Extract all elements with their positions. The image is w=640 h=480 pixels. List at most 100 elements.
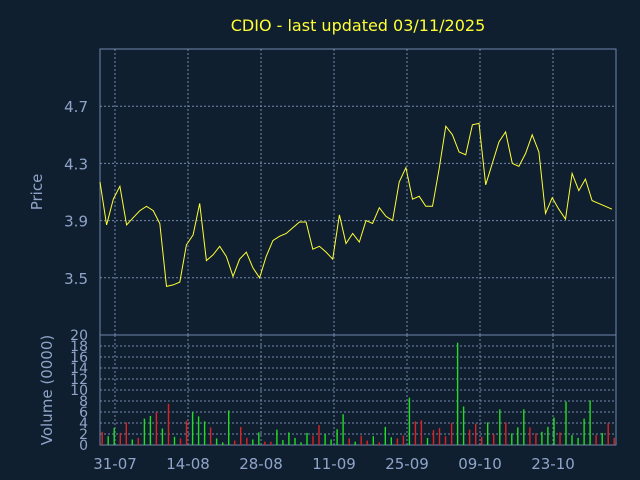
price-grid [100, 49, 616, 335]
price-tick-label: 3.9 [64, 213, 88, 231]
volume-bar [601, 432, 603, 445]
volume-bar [107, 436, 109, 445]
volume-bar [276, 429, 278, 445]
volume-bar [390, 437, 392, 445]
volume-bar [547, 426, 549, 445]
volume-bar [246, 437, 248, 445]
volume-bar [185, 420, 188, 445]
volume-bar [571, 435, 573, 445]
volume-bar [408, 397, 411, 445]
volume-tick-label: 8 [79, 394, 88, 410]
volume-bar [360, 435, 362, 445]
x-axis-ticks: 31-07 14-08 28-08 11-09 25-09 09-10 23-10 [93, 455, 575, 473]
volume-tick-label: 10 [70, 383, 88, 399]
volume-tick-label: 14 [70, 361, 88, 377]
volume-bar [324, 434, 326, 445]
volume-bar [342, 414, 344, 445]
volume-bar [282, 440, 284, 445]
volume-bar [565, 401, 567, 445]
volume-bar [541, 431, 543, 445]
price-tick-label: 3.5 [64, 270, 88, 288]
volume-bar [270, 441, 272, 445]
volume-bar [384, 426, 386, 445]
volume-tick-label: 16 [70, 350, 88, 366]
volume-bar [529, 427, 531, 445]
volume-tick-label: 4 [79, 416, 88, 432]
volume-bar [312, 435, 314, 445]
volume-bar [354, 441, 356, 445]
date-tick-label: 14-08 [166, 455, 210, 473]
volume-bar [577, 437, 579, 445]
volume-bar [191, 412, 194, 445]
price-y-ticks: 3.5 3.9 4.3 4.7 [64, 98, 88, 288]
volume-bar [161, 428, 164, 445]
volume-bar [215, 438, 218, 445]
date-tick-label: 11-09 [312, 455, 356, 473]
volume-bar [583, 418, 585, 445]
volume-bar [468, 429, 471, 445]
volume-grid [100, 335, 616, 445]
volume-bar [209, 427, 212, 445]
volume-bar [264, 441, 266, 445]
date-tick-label: 31-07 [93, 455, 137, 473]
volume-tick-label: 20 [70, 328, 88, 344]
volume-bar [228, 410, 230, 445]
date-tick-label: 23-10 [531, 455, 575, 473]
volume-bar [613, 437, 615, 445]
volume-bar [517, 427, 519, 445]
volume-bar [475, 423, 477, 445]
volume-bar [131, 439, 133, 445]
volume-bar [511, 433, 513, 445]
volume-bar [155, 412, 158, 445]
price-axis-label: Price [28, 174, 46, 211]
volume-bar [505, 422, 507, 445]
volume-bar [222, 442, 224, 446]
volume-bar [119, 432, 121, 445]
volume-bar [432, 430, 435, 445]
volume-bar [523, 409, 525, 446]
volume-bar [462, 406, 465, 445]
volume-bar [252, 439, 254, 445]
volume-bar [203, 421, 206, 445]
volume-bar [167, 403, 170, 446]
volume-bar [402, 435, 405, 445]
volume-bar [589, 400, 591, 445]
volume-bar [125, 422, 127, 445]
volume-bar [456, 342, 459, 445]
volume-bar [306, 432, 308, 445]
volume-bar [234, 440, 236, 445]
volume-bar [607, 423, 609, 445]
volume-bar [137, 437, 139, 445]
volume-bar [197, 416, 200, 445]
volume-bar [595, 435, 597, 445]
volume-bar [113, 427, 115, 445]
volume-bar [481, 436, 483, 446]
volume-bar [318, 425, 320, 445]
volume-tick-label: 6 [79, 405, 88, 421]
volume-bar [559, 432, 561, 445]
volume-bar [336, 429, 338, 445]
volume-tick-label: 18 [70, 339, 88, 355]
volume-bar [288, 432, 290, 445]
volume-bar [294, 437, 296, 445]
volume-bar [487, 422, 489, 445]
price-panel-frame [99, 48, 617, 336]
volume-axis-label: Volume (0000) [38, 335, 56, 445]
price-line [99, 122, 613, 288]
volume-bar [258, 432, 260, 445]
volume-bar [101, 431, 103, 445]
volume-bar [149, 415, 152, 445]
volume-bar [535, 433, 537, 445]
volume-bar [179, 438, 182, 445]
date-tick-label: 09-10 [458, 455, 502, 473]
volume-bar [493, 434, 495, 445]
price-tick-label: 4.7 [64, 98, 88, 116]
volume-bar [378, 442, 380, 446]
volume-bar [366, 440, 368, 445]
volume-bar [143, 418, 146, 445]
volume-bar [414, 421, 417, 445]
volume-bar [444, 436, 447, 445]
volume-bar [372, 436, 374, 445]
